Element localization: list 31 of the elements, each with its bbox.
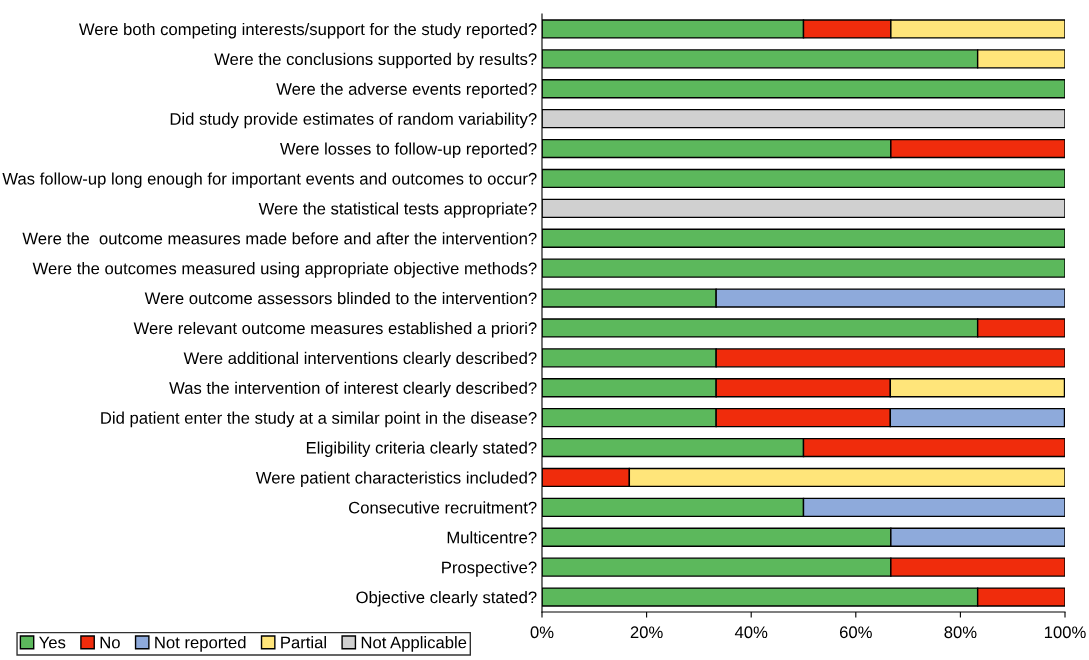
y-tick-label: Consecutive recruitment? bbox=[349, 501, 537, 514]
x-tick-label: 0% bbox=[530, 626, 554, 639]
x-tick-label: 100% bbox=[1044, 626, 1086, 639]
y-tick-label: Were the outcome measures made before and after the intervention? bbox=[22, 232, 537, 245]
y-tick-label: Were both competing interests/support for the study reported? bbox=[78, 22, 537, 39]
legend-label: Not Applicable bbox=[361, 636, 467, 652]
legend-label: Not reported bbox=[155, 636, 246, 652]
legend-label: Partial bbox=[281, 636, 326, 649]
y-tick-label: Were the outcomes measured using appropriate objective methods? bbox=[32, 262, 537, 278]
y-tick-label: Were losses to follow-up reported? bbox=[279, 142, 537, 159]
x-tick-label: 20% bbox=[630, 626, 663, 639]
y-tick-label: Were additional interventions clearly described? bbox=[183, 351, 537, 368]
y-tick-label: Multicentre? bbox=[447, 531, 537, 544]
x-tick-label: 60% bbox=[839, 626, 872, 639]
y-tick-label: Objective clearly stated? bbox=[356, 591, 537, 607]
y-tick-label: Were outcome assessors blinded to the intervention? bbox=[144, 292, 537, 305]
x-tick-label: 80% bbox=[944, 626, 977, 639]
y-tick-label: Eligibility criteria clearly stated? bbox=[306, 441, 537, 458]
y-tick-label: Were patient characteristics included? bbox=[255, 471, 537, 487]
y-tick-label: Was the intervention of interest clearly described? bbox=[169, 381, 537, 398]
legend-label: No bbox=[100, 636, 120, 649]
x-tick-label: 40% bbox=[734, 626, 768, 639]
y-tick-label: Did patient enter the study at a similar point in the disease? bbox=[101, 411, 537, 428]
legend-label: Yes bbox=[39, 636, 66, 649]
y-tick-label: Prospective? bbox=[442, 561, 537, 577]
y-tick-label: Were the conclusions supported by results? bbox=[214, 52, 537, 69]
y-tick-label: Were relevant outcome measures established a priori? bbox=[133, 321, 537, 338]
y-tick-label: Was follow-up long enough for important events and outcomes to occur? bbox=[2, 172, 537, 188]
y-tick-label: Were the statistical tests appropriate? bbox=[258, 202, 537, 218]
y-tick-label: Were the adverse events reported? bbox=[276, 82, 537, 99]
y-tick-label: Did study provide estimates of random variability? bbox=[170, 112, 537, 129]
